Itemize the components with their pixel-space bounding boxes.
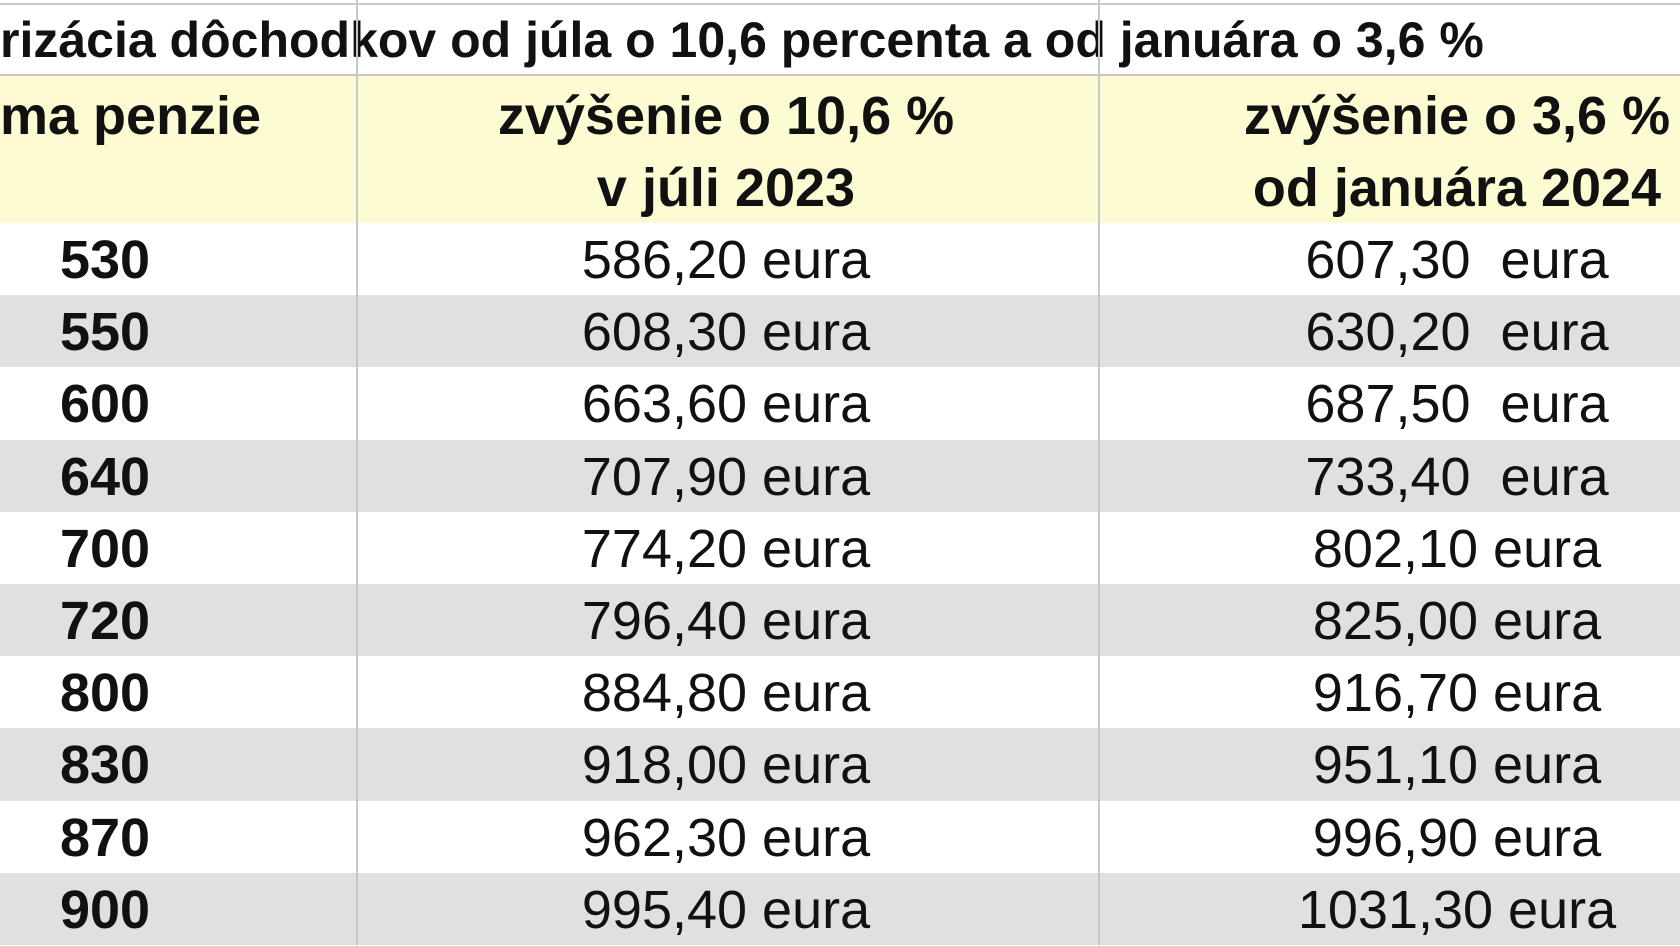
- raised-amount: 607,30 eura: [1305, 230, 1609, 290]
- raised-amount: 774,20 eura: [581, 518, 871, 579]
- raised-amount: 962,30 eura: [581, 807, 871, 868]
- pension-amount: 830: [59, 735, 151, 796]
- pension-amount: 870: [59, 807, 151, 868]
- raised-amount: 586,20 eura: [581, 230, 871, 290]
- column-border: [1098, 0, 1100, 945]
- header-cell: zvýšenie o 3,6 %: [1243, 86, 1671, 146]
- raised-amount: 707,90 eura: [581, 446, 871, 507]
- border: [0, 3, 1680, 5]
- pension-amount: 900: [59, 879, 151, 940]
- row-band: [0, 439, 1680, 512]
- pension-amount: 530: [59, 230, 151, 290]
- pension-amount: 700: [59, 518, 151, 579]
- title: rizácia dôchodkov od júla o 10,6 percent…: [0, 12, 1484, 68]
- raised-amount: 916,70 eura: [1312, 663, 1602, 724]
- raised-amount: 825,00 eura: [1312, 591, 1602, 651]
- header-cell: zvýšenie o 10,6 %: [497, 86, 955, 146]
- raised-amount: 663,60 eura: [581, 374, 871, 435]
- raised-amount: 918,00 eura: [581, 735, 871, 796]
- raised-amount: 996,90 eura: [1312, 807, 1602, 868]
- raised-amount: 1031,30 eura: [1297, 879, 1617, 940]
- raised-amount: 802,10 eura: [1312, 518, 1602, 579]
- raised-amount: 608,30 eura: [581, 302, 871, 363]
- raised-amount: 630,20 eura: [1305, 302, 1609, 363]
- header-cell: ma penzie: [0, 86, 262, 146]
- header-cell: v júli 2023: [596, 158, 856, 218]
- raised-amount: 995,40 eura: [581, 879, 871, 940]
- raised-amount: 687,50 eura: [1305, 374, 1609, 435]
- row-band: [0, 872, 1680, 945]
- column-border: [356, 0, 358, 945]
- pension-amount: 600: [59, 374, 151, 435]
- border: [0, 74, 1680, 76]
- raised-amount: 951,10 eura: [1312, 735, 1602, 796]
- raised-amount: 884,80 eura: [581, 663, 871, 724]
- row-band: [0, 584, 1680, 657]
- row-band: [0, 728, 1680, 801]
- row-band: [0, 295, 1680, 368]
- raised-amount: 796,40 eura: [581, 591, 871, 651]
- pension-amount: 720: [59, 591, 151, 651]
- pension-amount: 550: [59, 302, 151, 363]
- raised-amount: 733,40 eura: [1305, 446, 1609, 507]
- header-cell: od januára 2024: [1252, 158, 1662, 218]
- pension-amount: 640: [59, 446, 151, 507]
- header-row: [0, 75, 1680, 223]
- pension-amount: 800: [59, 663, 151, 724]
